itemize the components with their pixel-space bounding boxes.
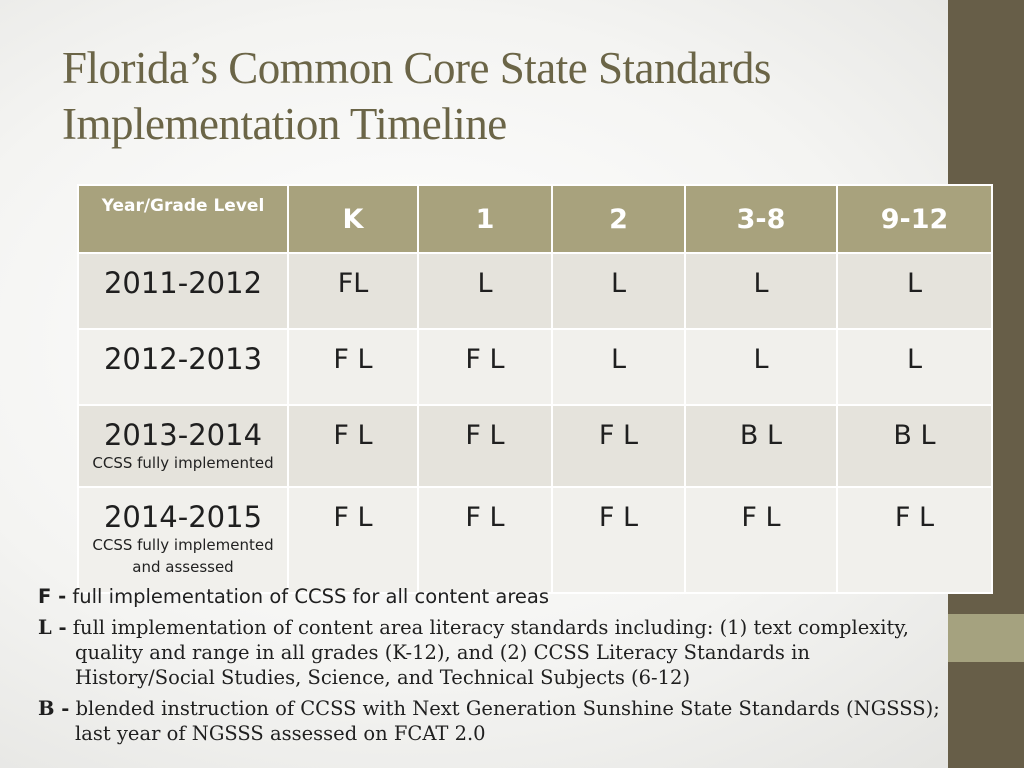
table-cell: L xyxy=(417,252,553,330)
cell-value: F L xyxy=(465,420,505,451)
table-cell: FL xyxy=(287,252,419,330)
legend-item-b: B - blended instruction of CCSS with Nex… xyxy=(38,696,943,746)
year-label: 2013-2014 xyxy=(103,418,263,452)
timeline-table: Year/Grade Level K 1 2 3-8 9-12 2011-201… xyxy=(77,184,993,594)
cell-value: L xyxy=(753,344,769,375)
table-cell: F L xyxy=(287,328,419,406)
header-grade-1: 1 xyxy=(417,184,553,254)
cell-value: B L xyxy=(739,420,783,451)
table-cell: L xyxy=(551,252,686,330)
table-header-row: Year/Grade Level K 1 2 3-8 9-12 xyxy=(77,184,993,254)
table-row: 2013-2014 CCSS fully implemented F L F L… xyxy=(77,404,993,488)
year-cell: 2012-2013 xyxy=(77,328,289,406)
cell-value: F L xyxy=(465,344,505,375)
year-note-line-2: and assessed xyxy=(132,558,234,576)
cell-value: F L xyxy=(333,420,373,451)
table-row: 2012-2013 F L F L L L L xyxy=(77,328,993,406)
table-cell: L xyxy=(836,328,993,406)
table-cell: F L xyxy=(836,486,993,594)
cell-value: L xyxy=(753,268,769,299)
header-grade-3-8: 3-8 xyxy=(684,184,838,254)
table-cell: F L xyxy=(551,486,686,594)
cell-value: FL xyxy=(337,268,369,299)
cell-value: F L xyxy=(894,502,935,533)
header-year-grade-level: Year/Grade Level xyxy=(77,184,289,254)
table-cell: F L xyxy=(417,486,553,594)
cell-value: F L xyxy=(598,420,639,451)
table-cell: F L xyxy=(551,404,686,488)
header-grade-9-12: 9-12 xyxy=(836,184,993,254)
legend-key: F - xyxy=(38,585,67,608)
table-cell: F L xyxy=(417,404,553,488)
year-label: 2014-2015 xyxy=(103,500,263,534)
legend-item-l: L - full implementation of content area … xyxy=(38,615,943,690)
year-note: CCSS fully implemented xyxy=(92,454,274,472)
cell-value: B L xyxy=(893,420,936,451)
table-cell: B L xyxy=(836,404,993,488)
cell-value: F L xyxy=(465,502,505,533)
table-cell: F L xyxy=(287,404,419,488)
cell-value: L xyxy=(610,344,627,375)
year-cell: 2013-2014 CCSS fully implemented xyxy=(77,404,289,488)
cell-value: L xyxy=(477,268,493,299)
legend-key: B - xyxy=(38,697,70,720)
table-cell: L xyxy=(836,252,993,330)
table-cell: L xyxy=(551,328,686,406)
table-row: 2014-2015 CCSS fully implemented and ass… xyxy=(77,486,993,594)
table-cell: B L xyxy=(684,404,838,488)
table-cell: L xyxy=(684,328,838,406)
legend-text: blended instruction of CCSS with Next Ge… xyxy=(69,697,940,745)
legend-key: L - xyxy=(38,616,67,639)
cell-value: F L xyxy=(333,344,373,375)
year-cell: 2014-2015 CCSS fully implemented and ass… xyxy=(77,486,289,594)
cell-value: F L xyxy=(333,502,373,533)
slide-title-line-2: Implementation Timeline xyxy=(62,99,507,149)
cell-value: F L xyxy=(598,502,639,533)
table-row: 2011-2012 FL L L L L xyxy=(77,252,993,330)
table-cell: L xyxy=(684,252,838,330)
year-cell: 2011-2012 xyxy=(77,252,289,330)
header-grade-2: 2 xyxy=(551,184,686,254)
cell-value: L xyxy=(610,268,627,299)
year-note: CCSS fully implemented xyxy=(92,536,274,554)
year-label: 2011-2012 xyxy=(103,266,263,300)
cell-value: L xyxy=(906,268,923,299)
header-grade-k: K xyxy=(287,184,419,254)
sidebar-accent-band xyxy=(948,614,1024,662)
table-cell: F L xyxy=(287,486,419,594)
slide-title-line-1: Florida’s Common Core State Standards xyxy=(62,43,771,93)
legend-text: full implementation of content area lite… xyxy=(66,616,909,689)
cell-value: F L xyxy=(741,502,781,533)
year-label: 2012-2013 xyxy=(103,342,263,376)
table-cell: F L xyxy=(684,486,838,594)
legend-text: full implementation of CCSS for all cont… xyxy=(66,585,550,608)
legend-item-f: F - full implementation of CCSS for all … xyxy=(38,584,943,609)
legend: F - full implementation of CCSS for all … xyxy=(38,584,943,752)
table-cell: F L xyxy=(417,328,553,406)
cell-value: L xyxy=(906,344,923,375)
slide-title: Florida’s Common Core State Standards Im… xyxy=(62,40,932,152)
